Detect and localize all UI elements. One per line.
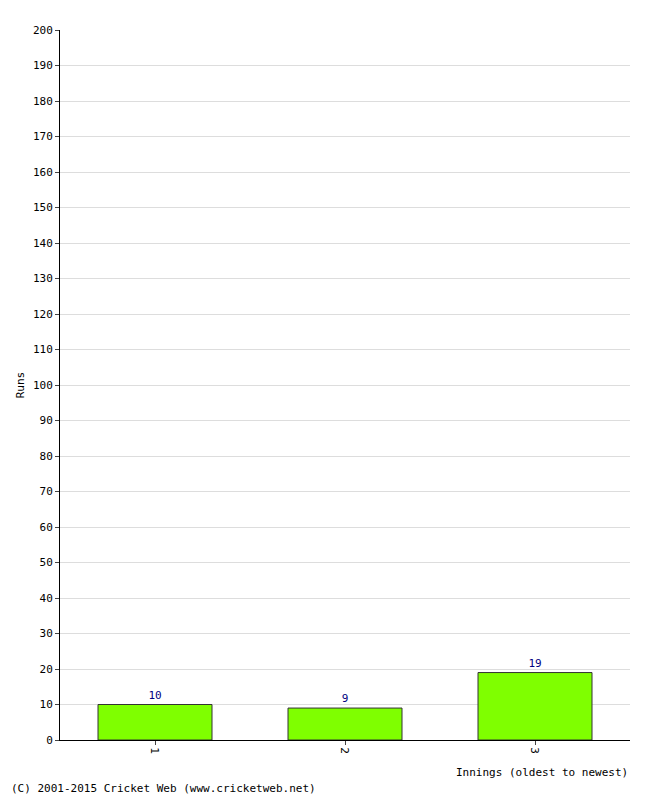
- svg-text:150: 150: [33, 201, 53, 214]
- svg-text:Runs: Runs: [14, 372, 27, 399]
- svg-text:100: 100: [33, 379, 53, 392]
- svg-text:3: 3: [528, 747, 541, 754]
- svg-text:19: 19: [528, 657, 541, 670]
- svg-text:200: 200: [33, 24, 53, 37]
- svg-text:2: 2: [338, 747, 351, 754]
- svg-text:20: 20: [40, 663, 53, 676]
- svg-text:90: 90: [40, 414, 53, 427]
- svg-text:1: 1: [148, 747, 161, 754]
- svg-text:170: 170: [33, 130, 53, 143]
- svg-text:10: 10: [148, 689, 161, 702]
- svg-text:190: 190: [33, 59, 53, 72]
- svg-text:180: 180: [33, 95, 53, 108]
- svg-text:Innings (oldest to newest): Innings (oldest to newest): [456, 766, 628, 779]
- svg-text:70: 70: [40, 485, 53, 498]
- svg-text:0: 0: [46, 734, 53, 747]
- svg-text:60: 60: [40, 521, 53, 534]
- svg-text:120: 120: [33, 308, 53, 321]
- svg-text:40: 40: [40, 592, 53, 605]
- svg-text:(C) 2001-2015 Cricket Web (www: (C) 2001-2015 Cricket Web (www.cricketwe…: [11, 782, 316, 795]
- svg-text:9: 9: [342, 692, 349, 705]
- svg-text:50: 50: [40, 556, 53, 569]
- svg-text:160: 160: [33, 166, 53, 179]
- svg-text:140: 140: [33, 237, 53, 250]
- svg-text:10: 10: [40, 698, 53, 711]
- svg-text:30: 30: [40, 627, 53, 640]
- svg-text:80: 80: [40, 450, 53, 463]
- svg-text:110: 110: [33, 343, 53, 356]
- svg-text:130: 130: [33, 272, 53, 285]
